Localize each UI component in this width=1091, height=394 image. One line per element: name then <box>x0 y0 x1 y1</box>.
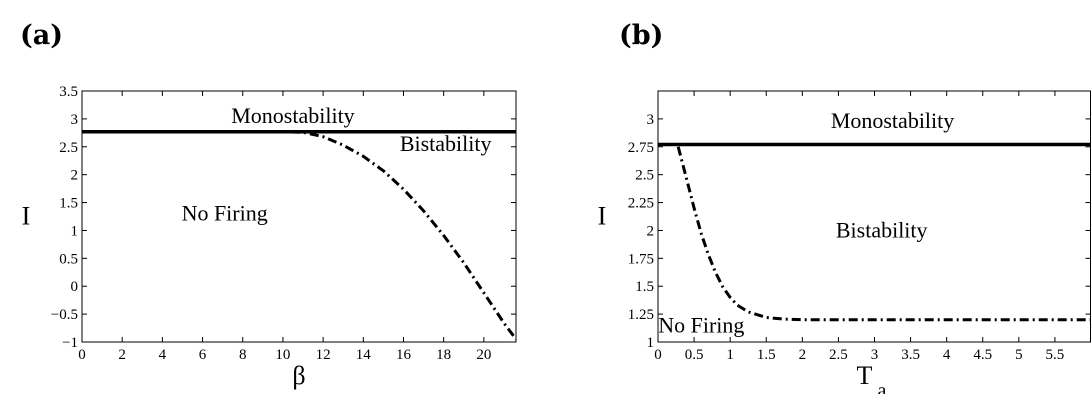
x-tick-label: 0.5 <box>685 347 704 363</box>
x-axis-label-subscript: a <box>878 380 887 394</box>
y-tick-label: 2.75 <box>628 140 654 156</box>
x-tick-label: 1.5 <box>757 347 776 363</box>
y-tick-label: −0.5 <box>51 307 78 323</box>
y-tick-label: 0.5 <box>59 251 78 267</box>
y-axis-label: I <box>22 202 31 231</box>
y-tick-label: 1.25 <box>628 307 654 323</box>
x-tick-label: 6 <box>199 347 207 363</box>
region-label: Monostability <box>831 108 954 133</box>
x-tick-label: 0 <box>78 347 86 363</box>
x-tick-label: 14 <box>356 347 372 363</box>
x-tick-label: 10 <box>275 347 290 363</box>
x-tick-label: 5 <box>1015 347 1023 363</box>
plot-frame <box>81 90 517 343</box>
x-tick-label: 20 <box>476 347 491 363</box>
region-label: Bistability <box>400 131 492 156</box>
x-tick-label: 4.5 <box>973 347 992 363</box>
boundary-line-dashdot <box>676 146 1091 322</box>
x-tick-label: 3.5 <box>901 347 920 363</box>
y-tick-label: 3.5 <box>59 84 78 100</box>
x-tick-label: 5.5 <box>1046 347 1065 363</box>
y-tick-label: 2.25 <box>628 196 654 212</box>
x-axis-label: T <box>857 361 873 390</box>
panel-label: (a) <box>20 20 63 51</box>
y-tick-label: −1 <box>62 335 78 351</box>
chart-panel-2: (b) 0 0.5 1 1.5 2 2.5 3 3.5 4 4.5 5 5.5 1 1.25 1.5 1.75 2… <box>598 20 1091 394</box>
x-tick-label: 3 <box>871 347 879 363</box>
x-tick-label: 12 <box>316 347 331 363</box>
y-tick-label: 2 <box>647 223 655 239</box>
panel-label: (b) <box>619 20 663 51</box>
y-tick-label: 2.5 <box>59 140 78 156</box>
x-tick-label: 4 <box>943 347 951 363</box>
x-tick-label: 2 <box>118 347 126 363</box>
y-tick-label: 1 <box>71 223 79 239</box>
region-label: Bistability <box>836 217 928 242</box>
y-tick-label: 1.5 <box>635 279 654 295</box>
x-tick-label: 0 <box>654 347 662 363</box>
x-tick-label: 18 <box>436 347 451 363</box>
y-tick-label: 1 <box>647 335 655 351</box>
y-tick-label: 1.5 <box>59 196 78 212</box>
region-label: No Firing <box>182 201 268 226</box>
y-tick-label: 3 <box>71 112 79 128</box>
y-tick-label: 2.5 <box>635 168 654 184</box>
x-tick-label: 2.5 <box>829 347 848 363</box>
region-label: Monostability <box>231 103 354 128</box>
y-tick-label: 3 <box>647 112 655 128</box>
x-tick-label: 1 <box>726 347 734 363</box>
y-axis-label: I <box>598 202 607 231</box>
y-tick-label: 0 <box>71 279 79 295</box>
y-tick-label: 1.75 <box>628 251 654 267</box>
x-tick-label: 2 <box>799 347 807 363</box>
boundary-line-dashdot <box>82 130 516 341</box>
x-tick-label: 4 <box>159 347 167 363</box>
chart-panel-1: (a) 0 2 4 6 8 10 12 14 16 18 20 −1 −0.5 0 0.5 1 1.5 2 2.5 3 3… <box>20 20 517 390</box>
x-axis-label: β <box>292 361 305 390</box>
x-tick-label: 16 <box>396 347 412 363</box>
y-tick-label: 2 <box>71 168 79 184</box>
region-label: No Firing <box>658 312 744 337</box>
x-tick-label: 8 <box>239 347 247 363</box>
